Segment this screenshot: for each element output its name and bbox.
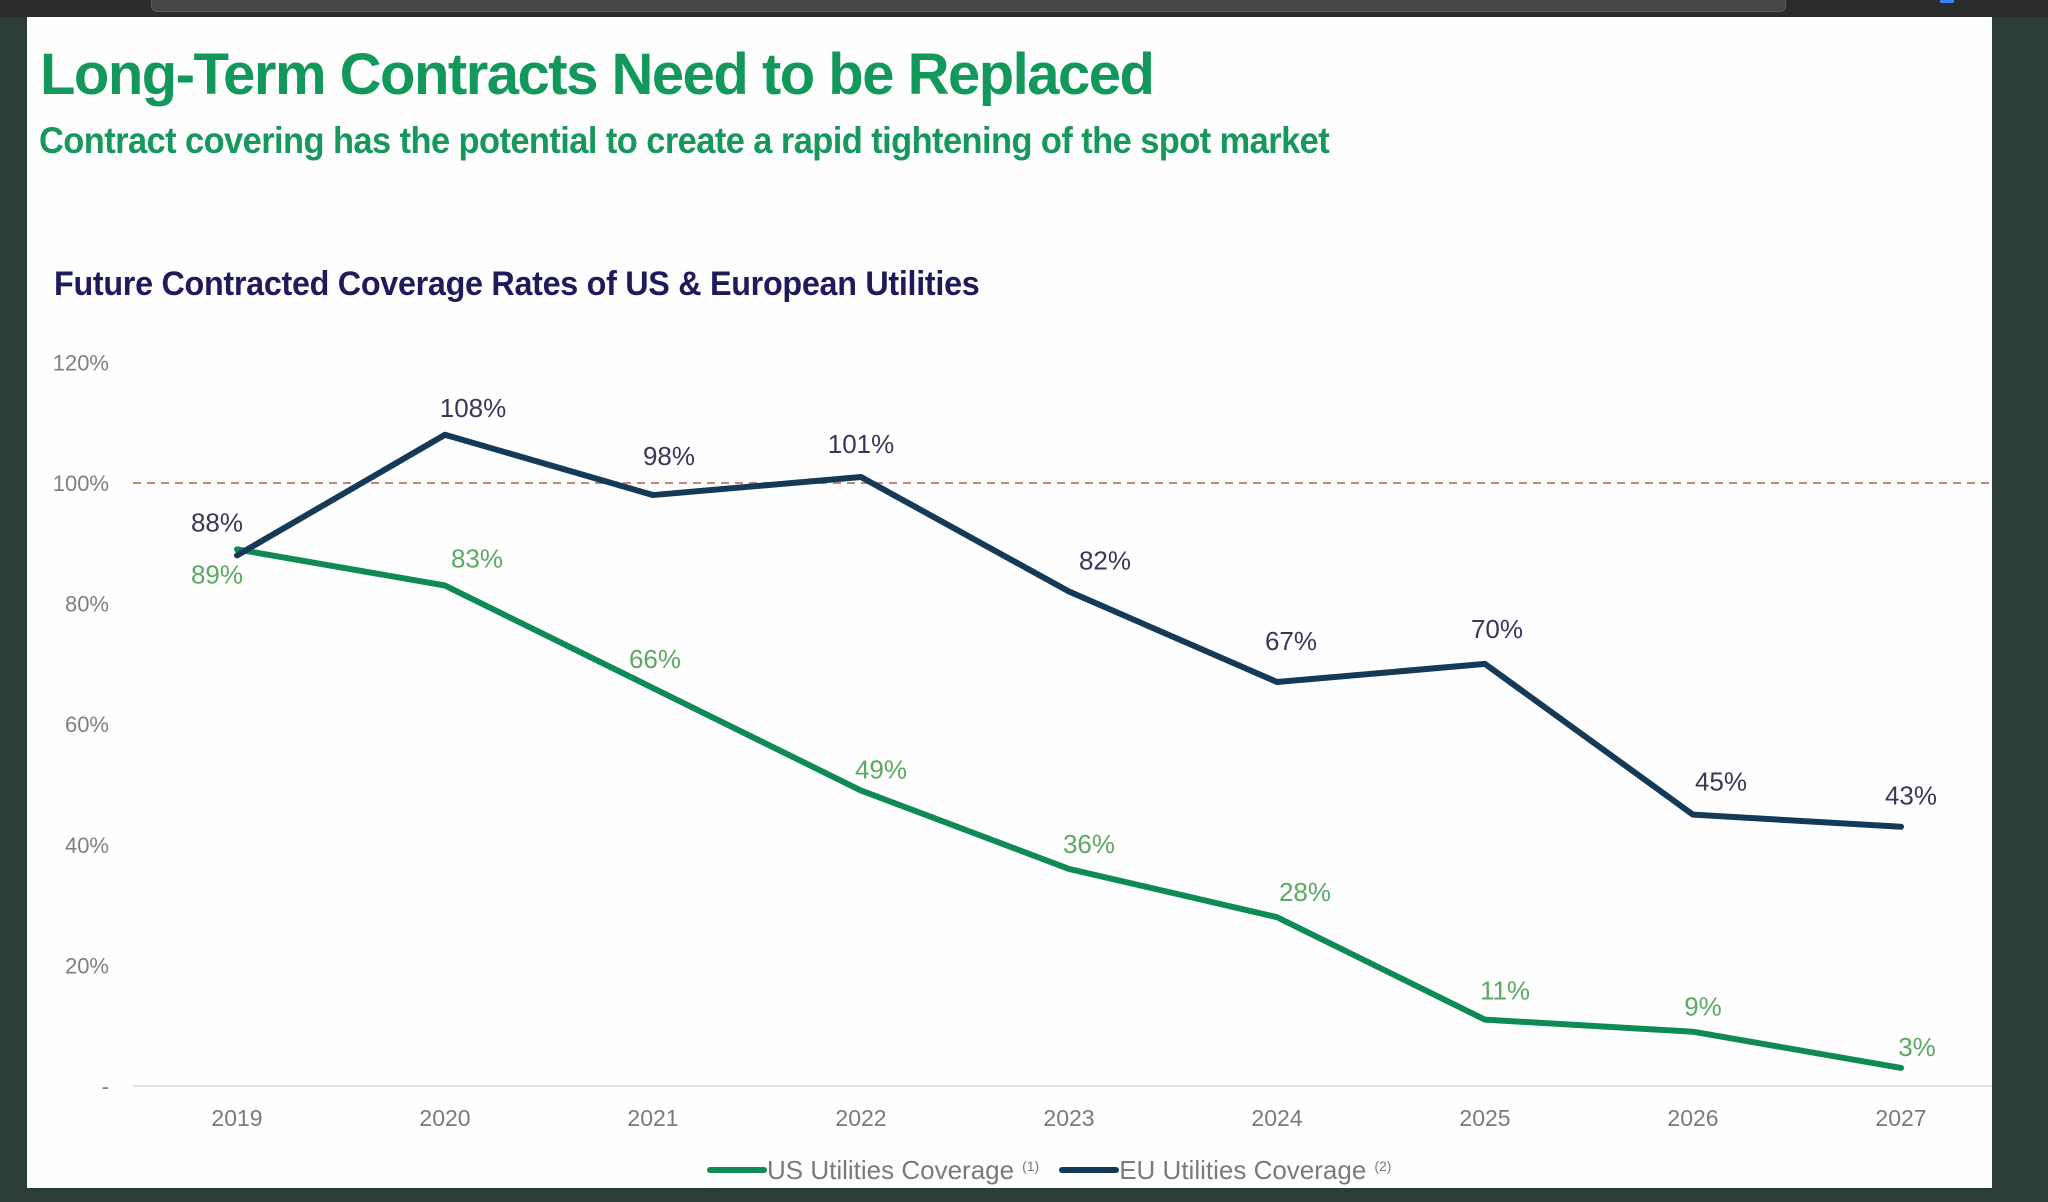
y-tick-label: 20% [65, 953, 109, 978]
y-tick-label: 120% [53, 350, 109, 375]
legend-label-us: US Utilities Coverage [767, 1154, 1015, 1185]
data-label-eu: 108% [440, 393, 507, 423]
x-tick-label: 2020 [419, 1105, 470, 1131]
y-tick-label: 80% [65, 592, 109, 617]
toolbar[interactable] [151, 0, 1786, 12]
y-tick-label: - [102, 1074, 109, 1099]
series-layer [234, 431, 1904, 1071]
series-line-eu [234, 431, 1904, 830]
x-tick-label: 2023 [1043, 1105, 1094, 1131]
data-label-us: 36% [1063, 829, 1115, 859]
legend-footnote-eu: (2) [1374, 1158, 1392, 1174]
top-app-bar [0, 0, 2048, 17]
y-tick-label: 40% [65, 833, 109, 858]
data-label-us: 11% [1480, 976, 1530, 1006]
data-label-us: 28% [1279, 877, 1331, 907]
x-tick-label: 2021 [627, 1105, 678, 1131]
data-label-layer: 89% 83% 66% 49% 36% 28% 11% 9% 3% 88% 108% 98% 101% 8… [191, 393, 1937, 1062]
y-tick-label: 60% [65, 712, 109, 737]
x-tick-label: 2019 [211, 1105, 262, 1131]
legend-item-eu: EU Utilities Coverage (2) [1059, 1155, 1391, 1186]
data-label-eu: 88% [191, 507, 243, 537]
x-tick-label: 2027 [1875, 1105, 1926, 1131]
data-label-us: 89% [191, 559, 243, 589]
slide: Long-Term Contracts Need to be Replaced … [27, 17, 1992, 1188]
slide-subtitle: Contract covering has the potential to c… [39, 120, 1330, 161]
x-tick-label: 2024 [1251, 1105, 1302, 1131]
legend-label-eu: EU Utilities Coverage [1119, 1154, 1367, 1185]
data-label-eu: 67% [1265, 626, 1317, 656]
data-label-eu: 101% [828, 429, 895, 459]
status-indicator-icon[interactable] [1940, 0, 1954, 3]
x-axis: 2019 2020 2021 2022 2023 2024 2025 2026 2027 [133, 1085, 1992, 1131]
legend-swatch-eu [1059, 1167, 1120, 1173]
data-label-eu: 43% [1885, 781, 1937, 811]
data-label-us: 66% [629, 644, 681, 674]
x-tick-label: 2026 [1667, 1105, 1718, 1131]
data-label-eu: 98% [643, 441, 695, 471]
data-label-us: 83% [451, 544, 503, 574]
data-label-eu: 45% [1695, 767, 1747, 797]
x-tick-label: 2022 [835, 1105, 886, 1131]
data-label-eu: 70% [1471, 614, 1523, 644]
chart-title: Future Contracted Coverage Rates of US &… [54, 265, 980, 303]
data-label-us: 9% [1684, 992, 1722, 1022]
legend-swatch-us [707, 1167, 767, 1173]
chart-legend: US Utilities Coverage (1) EU Utilities C… [707, 1152, 1411, 1188]
data-label-us: 3% [1898, 1032, 1936, 1062]
series-line-us [234, 546, 1904, 1071]
slide-title: Long-Term Contracts Need to be Replaced [40, 42, 1155, 107]
data-label-eu: 82% [1079, 546, 1131, 576]
data-label-us: 49% [855, 755, 907, 785]
legend-item-us: US Utilities Coverage (1) [707, 1155, 1039, 1186]
legend-footnote-us: (1) [1022, 1158, 1040, 1174]
y-tick-label: 100% [53, 471, 109, 496]
y-axis: - 20% 40% 60% 80% 100% 120% [53, 350, 109, 1099]
x-tick-label: 2025 [1459, 1105, 1510, 1131]
